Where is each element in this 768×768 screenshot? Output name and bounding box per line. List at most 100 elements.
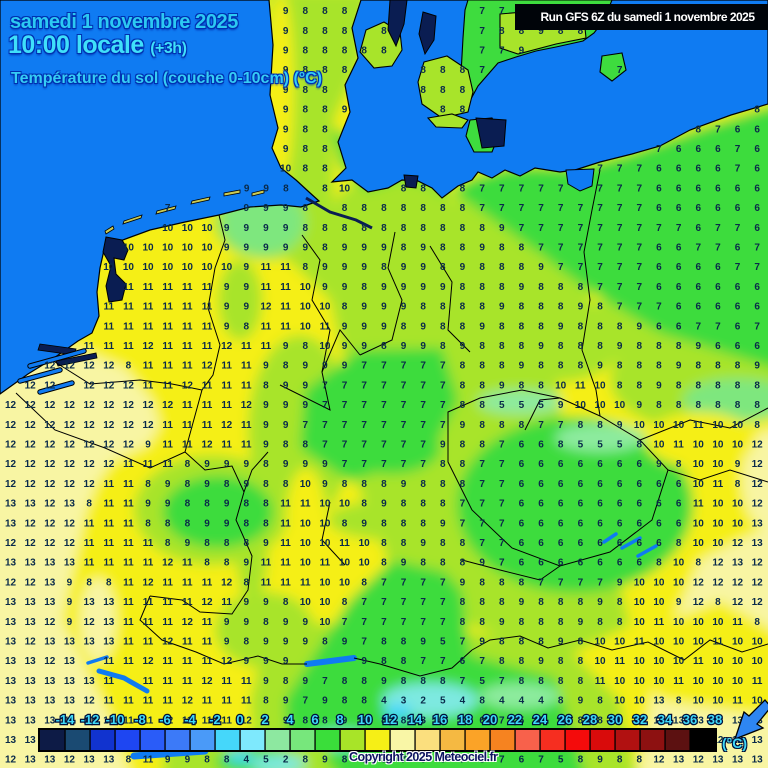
- svg-text:10: 10: [653, 420, 665, 431]
- svg-text:11: 11: [732, 696, 743, 707]
- svg-text:9: 9: [754, 361, 760, 372]
- svg-text:7: 7: [499, 203, 505, 214]
- svg-text:11: 11: [143, 597, 154, 608]
- svg-text:9: 9: [460, 262, 466, 273]
- svg-text:11: 11: [143, 558, 154, 569]
- svg-text:6: 6: [754, 183, 760, 194]
- svg-text:7: 7: [322, 440, 328, 451]
- svg-text:8: 8: [460, 302, 466, 313]
- svg-text:11: 11: [143, 321, 154, 332]
- svg-text:12: 12: [752, 597, 764, 608]
- svg-text:11: 11: [280, 499, 291, 510]
- svg-text:7: 7: [538, 223, 544, 234]
- svg-text:8: 8: [401, 203, 407, 214]
- svg-text:8: 8: [342, 6, 348, 17]
- svg-text:6: 6: [735, 302, 741, 313]
- svg-text:8: 8: [420, 715, 426, 726]
- svg-text:9: 9: [617, 420, 623, 431]
- svg-text:7: 7: [715, 321, 721, 332]
- svg-text:10: 10: [142, 262, 154, 273]
- svg-text:9: 9: [381, 499, 387, 510]
- svg-text:6: 6: [754, 203, 760, 214]
- svg-text:7: 7: [322, 380, 328, 391]
- svg-text:7: 7: [558, 223, 564, 234]
- svg-text:13: 13: [103, 617, 115, 628]
- svg-text:5: 5: [479, 676, 485, 687]
- svg-text:8: 8: [676, 380, 682, 391]
- svg-text:11: 11: [221, 715, 232, 726]
- svg-text:8: 8: [499, 420, 505, 431]
- svg-text:6: 6: [538, 440, 544, 451]
- svg-text:7: 7: [361, 459, 367, 470]
- svg-text:13: 13: [84, 715, 96, 726]
- svg-text:8: 8: [637, 341, 643, 352]
- svg-text:11: 11: [123, 282, 134, 293]
- svg-text:6: 6: [735, 282, 741, 293]
- svg-text:10: 10: [182, 243, 194, 254]
- svg-text:9: 9: [479, 637, 485, 648]
- svg-text:8: 8: [106, 577, 112, 588]
- svg-text:11: 11: [103, 302, 114, 313]
- svg-text:11: 11: [123, 341, 134, 352]
- svg-text:12: 12: [182, 696, 194, 707]
- svg-text:6: 6: [637, 558, 643, 569]
- svg-text:11: 11: [162, 282, 173, 293]
- svg-text:7: 7: [597, 183, 603, 194]
- svg-text:9: 9: [401, 341, 407, 352]
- svg-text:12: 12: [201, 676, 213, 687]
- svg-text:9: 9: [145, 499, 151, 510]
- svg-text:10: 10: [123, 243, 135, 254]
- svg-text:9: 9: [460, 341, 466, 352]
- svg-text:10: 10: [201, 243, 213, 254]
- svg-text:9: 9: [283, 380, 289, 391]
- svg-text:12: 12: [25, 479, 37, 490]
- svg-text:7: 7: [342, 459, 348, 470]
- svg-text:9: 9: [224, 499, 230, 510]
- svg-text:9: 9: [283, 26, 289, 37]
- svg-text:8: 8: [479, 617, 485, 628]
- svg-text:6: 6: [519, 538, 525, 549]
- svg-text:12: 12: [752, 459, 764, 470]
- svg-text:9: 9: [597, 755, 603, 766]
- svg-text:8: 8: [126, 755, 132, 766]
- svg-text:13: 13: [25, 696, 37, 707]
- svg-text:10: 10: [673, 617, 685, 628]
- svg-text:13: 13: [103, 637, 115, 648]
- svg-text:9: 9: [224, 243, 230, 254]
- svg-text:14: 14: [408, 712, 423, 727]
- svg-text:9: 9: [283, 65, 289, 76]
- svg-text:10: 10: [732, 676, 744, 687]
- svg-text:11: 11: [123, 302, 134, 313]
- svg-text:8: 8: [519, 676, 525, 687]
- svg-text:7: 7: [381, 577, 387, 588]
- svg-text:9: 9: [263, 183, 269, 194]
- svg-text:10: 10: [693, 479, 705, 490]
- svg-text:7: 7: [401, 400, 407, 411]
- svg-text:7: 7: [637, 183, 643, 194]
- svg-text:9: 9: [67, 597, 73, 608]
- svg-text:8: 8: [695, 124, 701, 135]
- svg-text:8: 8: [185, 479, 191, 490]
- svg-text:8: 8: [322, 223, 328, 234]
- svg-text:8: 8: [479, 696, 485, 707]
- svg-text:6: 6: [676, 183, 682, 194]
- svg-text:11: 11: [202, 656, 213, 667]
- svg-text:10: 10: [693, 459, 705, 470]
- svg-text:8: 8: [283, 479, 289, 490]
- svg-text:12: 12: [142, 400, 154, 411]
- svg-text:8: 8: [381, 558, 387, 569]
- svg-text:8: 8: [185, 459, 191, 470]
- svg-text:9: 9: [283, 243, 289, 254]
- svg-text:8: 8: [715, 361, 721, 372]
- svg-text:-4: -4: [184, 712, 196, 727]
- svg-text:5: 5: [479, 755, 485, 766]
- svg-text:10: 10: [693, 637, 705, 648]
- svg-text:7: 7: [401, 420, 407, 431]
- svg-text:8: 8: [499, 26, 505, 37]
- svg-text:11: 11: [221, 380, 232, 391]
- svg-text:6: 6: [538, 558, 544, 569]
- svg-text:8: 8: [302, 440, 308, 451]
- svg-text:9: 9: [499, 617, 505, 628]
- svg-text:12: 12: [5, 538, 17, 549]
- svg-text:6: 6: [578, 479, 584, 490]
